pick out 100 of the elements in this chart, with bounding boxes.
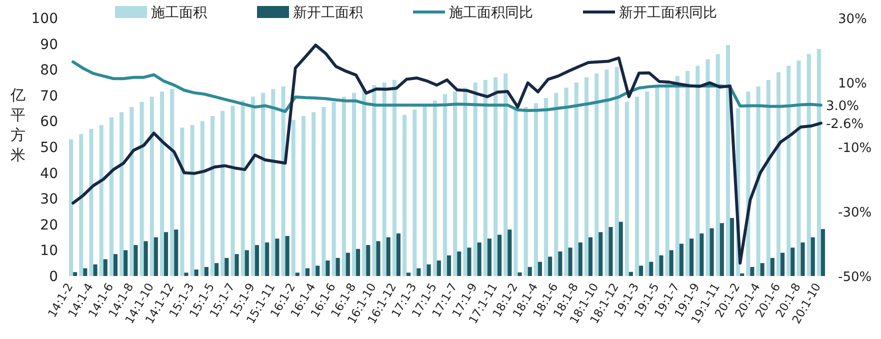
bar <box>558 251 562 276</box>
y2-tick-label: -30% <box>838 206 872 220</box>
bar <box>634 96 640 276</box>
bar <box>366 245 370 276</box>
bar <box>706 59 710 276</box>
y-tick-label: 40 <box>40 166 58 182</box>
y-axis-title: 亿平方米 <box>10 86 26 164</box>
bar <box>564 88 568 276</box>
bar <box>174 230 178 276</box>
bar <box>766 80 770 276</box>
bar <box>686 70 690 276</box>
y2-tick-label: 30% <box>838 12 867 27</box>
bar <box>244 250 249 276</box>
bar <box>810 237 815 276</box>
bar <box>271 88 276 276</box>
bar <box>356 248 360 276</box>
bar <box>679 244 684 276</box>
bar <box>190 125 194 276</box>
bar <box>624 102 629 276</box>
y-tick-label: 10 <box>40 243 58 260</box>
bar <box>816 48 821 276</box>
bar <box>382 82 386 276</box>
bar <box>498 234 502 276</box>
bar <box>275 238 280 276</box>
bar <box>548 256 552 276</box>
bar <box>473 82 478 276</box>
bar <box>669 250 674 276</box>
bar <box>184 272 188 276</box>
bar <box>800 242 805 276</box>
bar <box>336 258 340 276</box>
bar <box>665 81 670 276</box>
bar <box>618 222 623 276</box>
legend-label: 新开工面积 <box>293 5 363 21</box>
bar <box>130 107 134 276</box>
bar <box>180 128 184 276</box>
bar <box>467 248 472 276</box>
bar <box>392 80 396 276</box>
bar <box>483 80 488 276</box>
bar <box>265 242 270 276</box>
y-tick-label: 0 <box>49 269 58 285</box>
bar <box>493 77 498 276</box>
y-tick-label: 50 <box>40 140 58 156</box>
bar <box>140 102 144 276</box>
bar <box>796 60 801 276</box>
bar <box>220 110 225 276</box>
y2-tick-label: -50% <box>838 270 872 285</box>
bar <box>554 92 558 276</box>
bar <box>224 258 229 276</box>
bar <box>584 77 588 276</box>
bar <box>544 98 548 276</box>
bar <box>463 88 468 276</box>
data-label: 3.0% <box>826 99 859 114</box>
bar <box>628 272 633 276</box>
bar <box>376 241 380 276</box>
bar <box>518 272 522 276</box>
bar <box>164 232 168 276</box>
bar <box>254 245 260 276</box>
bar <box>457 251 462 276</box>
y-tick-label: 90 <box>40 36 58 53</box>
data-label: -2.6% <box>826 117 864 132</box>
bar <box>645 92 650 276</box>
bar <box>598 232 603 276</box>
bar <box>312 112 316 276</box>
bar <box>524 107 528 276</box>
bar <box>690 238 694 276</box>
bar <box>342 96 346 276</box>
bar <box>659 255 664 276</box>
bar <box>372 85 376 276</box>
bar <box>103 259 108 276</box>
bar <box>534 103 538 276</box>
bar <box>649 262 654 276</box>
bar <box>194 270 198 276</box>
bar <box>568 248 572 276</box>
bar <box>124 250 128 276</box>
y2-tick-label: -10% <box>838 141 872 156</box>
bar <box>756 86 760 276</box>
bar <box>316 266 320 276</box>
y-tick-label: 100 <box>31 11 58 27</box>
bar <box>574 82 578 276</box>
bar <box>614 67 619 276</box>
bar <box>261 92 266 276</box>
bar <box>716 54 720 276</box>
bar <box>210 116 215 276</box>
bar <box>776 72 781 276</box>
bar <box>291 120 296 276</box>
y-tick-label: 30 <box>40 192 58 208</box>
bar <box>730 218 734 276</box>
bar <box>73 272 78 276</box>
bar <box>453 92 458 276</box>
bar <box>281 86 286 276</box>
bar <box>214 263 219 276</box>
bar <box>594 73 599 276</box>
bar <box>588 237 593 276</box>
bar <box>528 266 532 276</box>
bar <box>352 92 356 276</box>
bar <box>426 264 431 276</box>
bar <box>726 45 730 276</box>
bar <box>285 236 290 276</box>
bar <box>422 106 427 276</box>
bar <box>487 238 492 276</box>
